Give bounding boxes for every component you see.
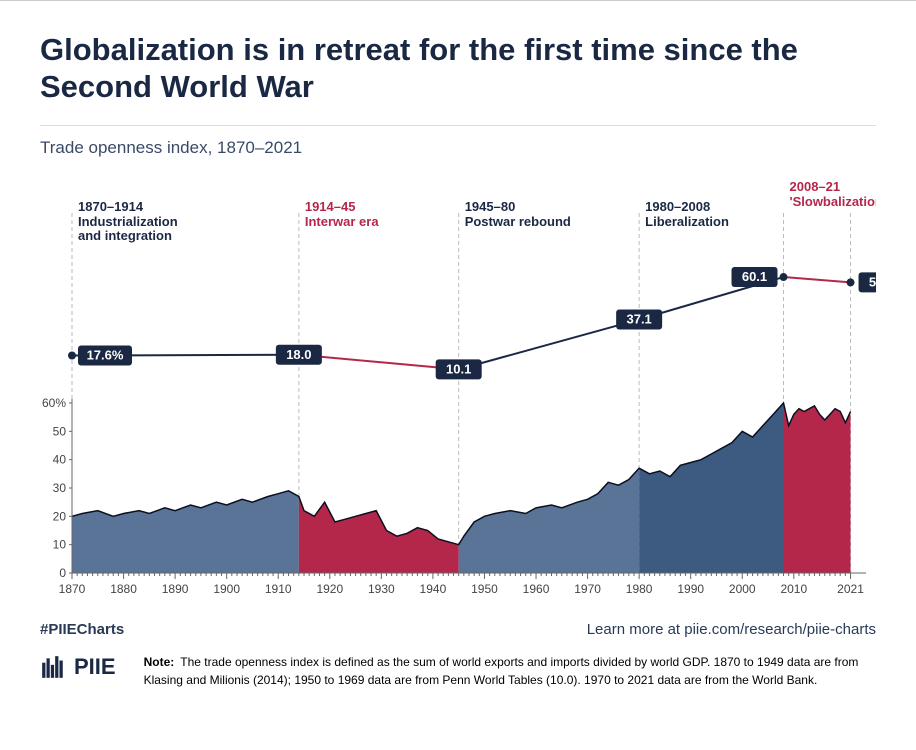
- x-tick-label: 1960: [523, 582, 550, 596]
- x-tick-label: 1870: [59, 582, 86, 596]
- value-badge-text: 17.6%: [87, 348, 124, 363]
- x-tick-label: 1940: [420, 582, 447, 596]
- trade-openness-chart: 0 10 20 30 40 50 60% 1870 1880 1890 1900 1910 1920 19…: [40, 173, 876, 603]
- summary-line-segment: [459, 320, 639, 370]
- x-tick-label: 1950: [471, 582, 498, 596]
- note-text: The trade openness index is defined as t…: [144, 655, 859, 686]
- chart-subtitle: Trade openness index, 1870–2021: [40, 125, 876, 158]
- x-tick-label: 2010: [780, 582, 807, 596]
- logo-text: PIIE: [74, 654, 116, 680]
- period-subtitle: Interwar era: [305, 214, 379, 229]
- period-title: 1870–1914: [78, 199, 144, 214]
- x-tick-label: 1980: [626, 582, 653, 596]
- logo-note-row: PIIE Note:The trade openness index is de…: [40, 654, 876, 689]
- value-point: [780, 273, 788, 281]
- value-badge-text: 18.0: [286, 347, 311, 362]
- value-badge-text: 57.2: [869, 275, 876, 290]
- period-subtitle: Industrialization: [78, 214, 178, 229]
- learn-more-text: Learn more at piie.com/research/piie-cha…: [587, 621, 876, 638]
- x-tick-label: 1970: [574, 582, 601, 596]
- piie-logo: PIIE: [40, 654, 116, 680]
- x-tick-label: 2000: [729, 582, 756, 596]
- chart-title: Globalization is in retreat for the firs…: [40, 31, 876, 105]
- area-segment: [784, 403, 851, 573]
- area-segment: [72, 491, 299, 573]
- y-tick-label: 60%: [42, 396, 66, 410]
- value-point: [847, 279, 855, 287]
- period-title: 1980–2008: [645, 199, 710, 214]
- x-tick-label: 1900: [213, 582, 240, 596]
- note-label: Note:: [144, 655, 175, 669]
- period-title: 1945–80: [465, 199, 516, 214]
- period-title: 2008–21: [790, 179, 841, 194]
- note: Note:The trade openness index is defined…: [144, 654, 876, 689]
- x-tick-label: 1920: [316, 582, 343, 596]
- period-subtitle: Postwar rebound: [465, 214, 571, 229]
- value-badge-text: 10.1: [446, 362, 471, 377]
- x-tick-label: 1880: [110, 582, 137, 596]
- x-tick-label: 2021: [837, 582, 864, 596]
- footer-row: #PIIECharts Learn more at piie.com/resea…: [40, 621, 876, 638]
- value-point: [68, 352, 76, 360]
- x-tick-label: 1890: [162, 582, 189, 596]
- value-badge-text: 37.1: [626, 312, 651, 327]
- period-subtitle: Liberalization: [645, 214, 729, 229]
- y-tick-label: 20: [53, 510, 67, 524]
- y-tick-label: 50: [53, 425, 67, 439]
- x-tick-label: 1910: [265, 582, 292, 596]
- period-subtitle: 'Slowbalization': [790, 194, 876, 209]
- area-segment: [299, 497, 459, 574]
- chart-container: Globalization is in retreat for the firs…: [0, 0, 916, 709]
- value-badge-text: 60.1: [742, 269, 767, 284]
- summary-line-segment: [299, 355, 459, 370]
- x-tick-label: 1930: [368, 582, 395, 596]
- area-segment: [639, 403, 783, 573]
- summary-line-segment: [784, 277, 851, 282]
- y-tick-label: 0: [59, 566, 66, 580]
- logo-icon: [40, 654, 66, 680]
- period-subtitle: and integration: [78, 228, 172, 243]
- y-tick-label: 30: [53, 481, 67, 495]
- y-tick-label: 40: [53, 453, 67, 467]
- hashtag: #PIIECharts: [40, 621, 124, 638]
- x-tick-label: 1990: [677, 582, 704, 596]
- period-title: 1914–45: [305, 199, 356, 214]
- y-tick-label: 10: [53, 538, 67, 552]
